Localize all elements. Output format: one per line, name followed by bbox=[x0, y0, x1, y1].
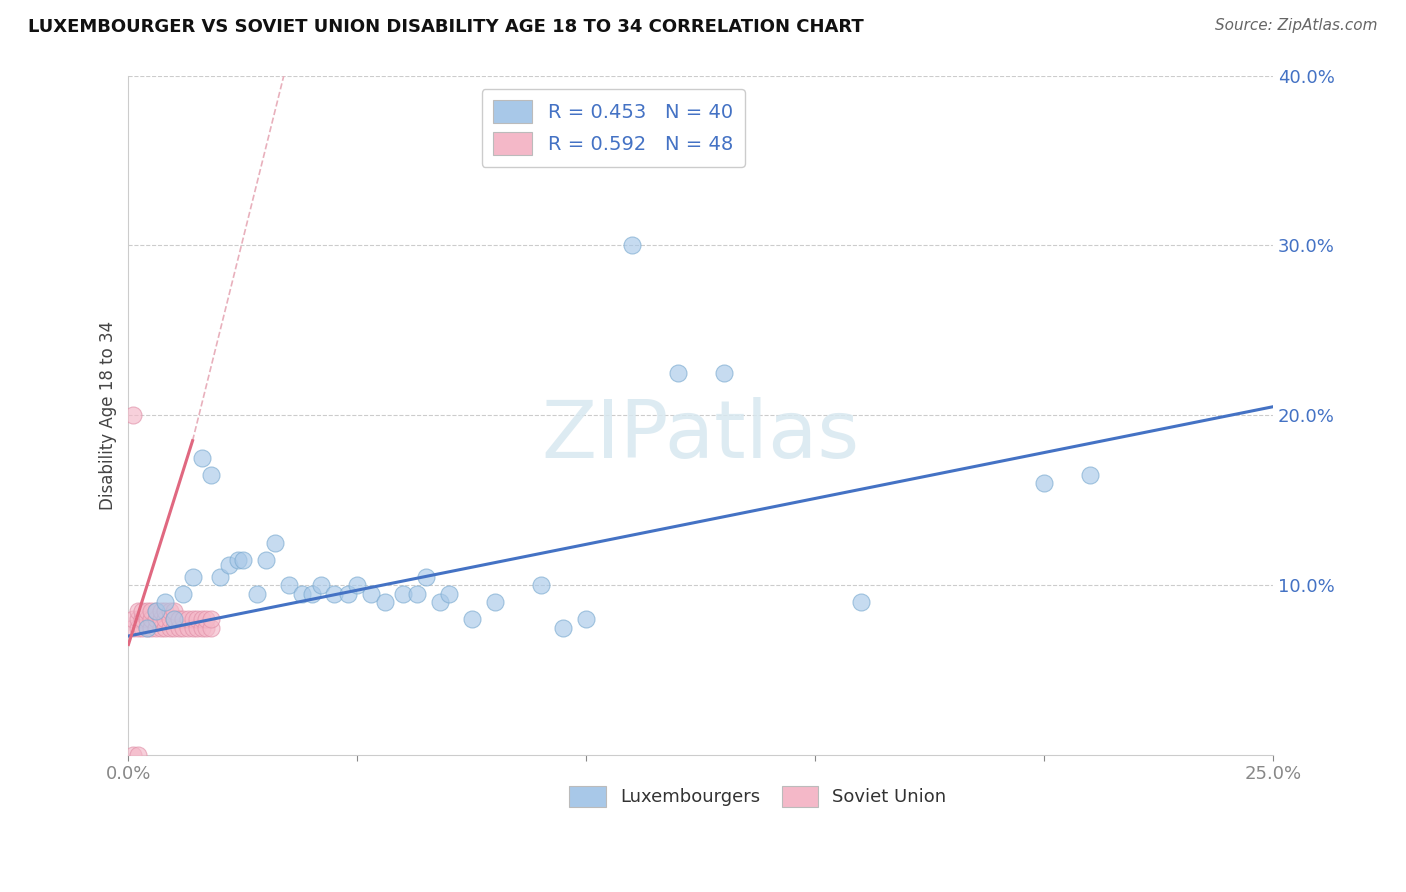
Point bbox=[200, 612, 222, 626]
Point bbox=[360, 586, 382, 600]
Point bbox=[186, 620, 208, 634]
Point bbox=[131, 603, 153, 617]
Point bbox=[135, 620, 157, 634]
Point bbox=[621, 238, 644, 252]
Point bbox=[337, 586, 360, 600]
Point bbox=[163, 603, 186, 617]
Point bbox=[301, 586, 323, 600]
Point bbox=[186, 612, 208, 626]
Point bbox=[153, 620, 176, 634]
Point bbox=[149, 612, 172, 626]
Point bbox=[159, 603, 181, 617]
Point bbox=[246, 586, 269, 600]
Point bbox=[553, 620, 575, 634]
Point bbox=[323, 586, 346, 600]
Point bbox=[1033, 476, 1056, 491]
Point bbox=[131, 612, 153, 626]
Point bbox=[127, 612, 149, 626]
Point bbox=[415, 569, 437, 583]
Point bbox=[254, 552, 277, 566]
Point bbox=[131, 620, 153, 634]
Point bbox=[153, 595, 176, 609]
Point bbox=[346, 578, 368, 592]
Point bbox=[181, 612, 204, 626]
Point bbox=[200, 467, 222, 482]
Point bbox=[264, 535, 287, 549]
Point bbox=[167, 620, 190, 634]
Point bbox=[437, 586, 460, 600]
Point bbox=[141, 603, 163, 617]
Point bbox=[127, 620, 149, 634]
Point bbox=[163, 612, 186, 626]
Point bbox=[145, 612, 167, 626]
Point bbox=[149, 603, 172, 617]
Point bbox=[190, 450, 212, 465]
Text: ZIPatlas: ZIPatlas bbox=[541, 397, 860, 475]
Point bbox=[309, 578, 332, 592]
Point bbox=[208, 569, 231, 583]
Point bbox=[429, 595, 451, 609]
Point bbox=[135, 612, 157, 626]
Point bbox=[232, 552, 254, 566]
Point bbox=[159, 620, 181, 634]
Point bbox=[145, 603, 167, 617]
Text: LUXEMBOURGER VS SOVIET UNION DISABILITY AGE 18 TO 34 CORRELATION CHART: LUXEMBOURGER VS SOVIET UNION DISABILITY … bbox=[28, 18, 863, 36]
Point bbox=[122, 620, 145, 634]
Point bbox=[135, 620, 157, 634]
Y-axis label: Disability Age 18 to 34: Disability Age 18 to 34 bbox=[100, 320, 117, 509]
Point bbox=[122, 747, 145, 762]
Point bbox=[177, 612, 200, 626]
Point bbox=[406, 586, 429, 600]
Point bbox=[666, 366, 689, 380]
Point bbox=[291, 586, 314, 600]
Point bbox=[484, 595, 506, 609]
Point bbox=[135, 603, 157, 617]
Point bbox=[200, 620, 222, 634]
Point bbox=[167, 612, 190, 626]
Point bbox=[153, 603, 176, 617]
Point bbox=[127, 747, 149, 762]
Point bbox=[392, 586, 415, 600]
Point bbox=[177, 620, 200, 634]
Point bbox=[141, 612, 163, 626]
Point bbox=[181, 569, 204, 583]
Point bbox=[1078, 467, 1101, 482]
Point bbox=[195, 612, 218, 626]
Point bbox=[153, 612, 176, 626]
Point bbox=[145, 620, 167, 634]
Point bbox=[529, 578, 551, 592]
Point bbox=[172, 612, 194, 626]
Point bbox=[145, 603, 167, 617]
Point bbox=[181, 620, 204, 634]
Point bbox=[172, 620, 194, 634]
Legend: Luxembourgers, Soviet Union: Luxembourgers, Soviet Union bbox=[562, 779, 953, 814]
Point bbox=[149, 620, 172, 634]
Point bbox=[228, 552, 250, 566]
Point bbox=[190, 612, 212, 626]
Point bbox=[218, 558, 240, 572]
Point bbox=[277, 578, 299, 592]
Point bbox=[141, 620, 163, 634]
Point bbox=[122, 408, 145, 422]
Point bbox=[713, 366, 735, 380]
Point bbox=[374, 595, 396, 609]
Point bbox=[190, 620, 212, 634]
Point bbox=[461, 612, 484, 626]
Point bbox=[172, 586, 194, 600]
Point bbox=[163, 620, 186, 634]
Point bbox=[159, 612, 181, 626]
Text: Source: ZipAtlas.com: Source: ZipAtlas.com bbox=[1215, 18, 1378, 33]
Point bbox=[195, 620, 218, 634]
Point bbox=[849, 595, 872, 609]
Point bbox=[122, 612, 145, 626]
Point bbox=[163, 612, 186, 626]
Point bbox=[127, 603, 149, 617]
Point bbox=[575, 612, 598, 626]
